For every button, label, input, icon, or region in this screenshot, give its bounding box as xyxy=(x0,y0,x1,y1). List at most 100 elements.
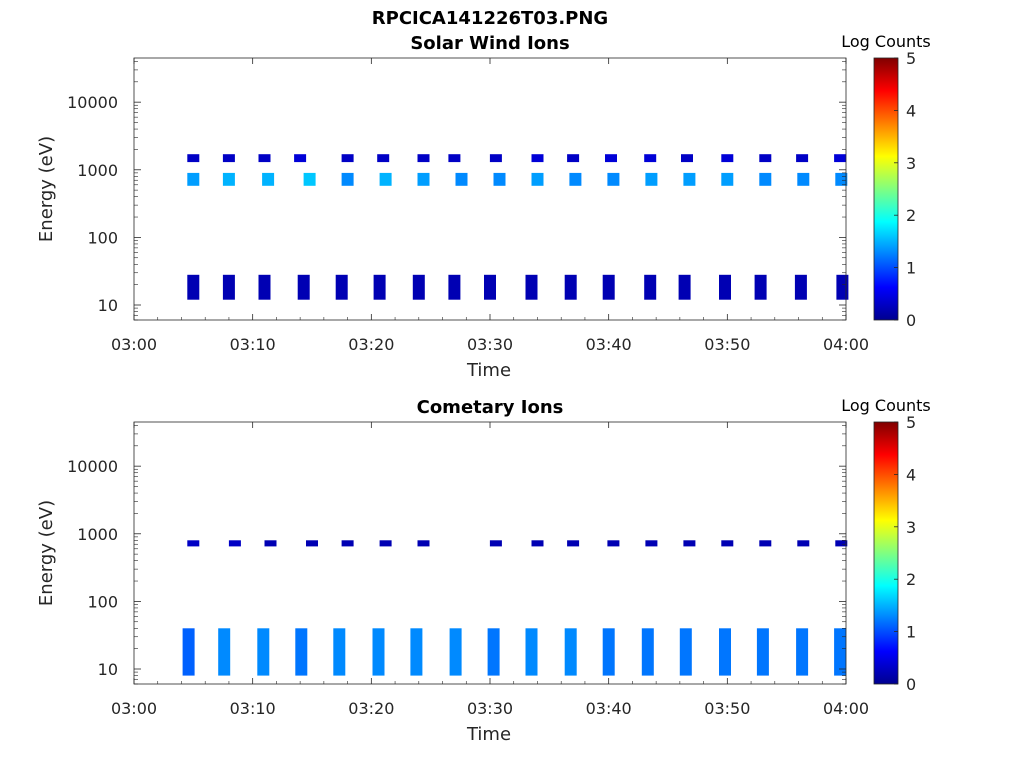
x-tick-label: 03:20 xyxy=(348,335,394,354)
heatmap-cell xyxy=(258,274,271,300)
heatmap-cells xyxy=(187,154,849,300)
heatmap-cell xyxy=(644,154,657,163)
heatmap-cell xyxy=(449,628,462,676)
heatmap-cell xyxy=(222,154,235,163)
y-tick-label: 100 xyxy=(87,592,118,611)
heatmap-cell xyxy=(264,540,277,547)
colorbar-scale xyxy=(873,421,899,685)
panel-title: Solar Wind Ions xyxy=(410,33,569,54)
heatmap-cell xyxy=(187,172,200,186)
heatmap-cell xyxy=(379,540,392,547)
heatmap-cell xyxy=(754,274,767,300)
colorbar-tick-label: 4 xyxy=(906,101,916,120)
heatmap-cell xyxy=(564,274,577,300)
heatmap-cell xyxy=(448,154,461,163)
heatmap-cell xyxy=(410,628,423,676)
y-tick-label: 1000 xyxy=(77,161,118,180)
heatmap-cell xyxy=(719,628,731,676)
x-tick-label: 03:10 xyxy=(230,335,276,354)
heatmap-cell xyxy=(834,154,847,163)
y-tick-label: 10000 xyxy=(67,93,118,112)
heatmap-cell xyxy=(531,172,544,186)
heatmap-cell xyxy=(607,540,620,547)
heatmap-cell xyxy=(681,154,693,163)
heatmap-cell xyxy=(258,154,271,163)
heatmap-cell xyxy=(341,540,354,547)
cometary-panel: Cometary Ions Log Counts 03:00 03:10 03:20… xyxy=(36,396,931,745)
colorbar-tick-label: 2 xyxy=(906,570,916,589)
heatmap-cell xyxy=(448,274,461,300)
heatmap-cell xyxy=(564,628,577,676)
heatmap-cell xyxy=(835,172,848,186)
heatmap-cell xyxy=(489,154,502,163)
y-tick-label: 100 xyxy=(87,228,118,247)
x-tick-label: 03:30 xyxy=(467,335,513,354)
heatmap-cell xyxy=(222,172,235,186)
colorbar: 0 1 2 3 4 5 xyxy=(873,49,916,330)
heatmap-cell xyxy=(567,540,580,547)
heatmap-cell xyxy=(187,274,200,300)
heatmap-cell xyxy=(569,172,582,186)
colorbar-tick-label: 1 xyxy=(906,623,916,642)
heatmap-cell xyxy=(303,172,316,186)
heatmap-cell xyxy=(759,154,772,163)
heatmap-cell xyxy=(372,628,385,676)
x-tick-label: 03:30 xyxy=(467,699,513,718)
heatmap-cell xyxy=(602,274,615,300)
heatmap-cell xyxy=(721,172,734,186)
heatmap-cell xyxy=(417,540,430,547)
heatmap-cell xyxy=(797,172,810,186)
heatmap-cell xyxy=(341,154,354,163)
heatmap-cell xyxy=(377,154,390,163)
heatmap-cell xyxy=(493,172,506,186)
x-tick-label: 03:00 xyxy=(111,335,157,354)
heatmap-cell xyxy=(759,172,772,186)
heatmap-cell xyxy=(602,628,615,676)
axes: 03:00 03:10 03:20 03:30 03:40 03:50 04:00 10 100… xyxy=(67,421,869,718)
heatmap-cell xyxy=(525,628,538,676)
heatmap-cell xyxy=(412,274,425,300)
heatmap-cell xyxy=(644,274,657,300)
heatmap-cell xyxy=(794,274,807,300)
heatmap-cell xyxy=(645,172,658,186)
colorbar-tick-label: 5 xyxy=(906,49,916,68)
heatmap-cells xyxy=(182,540,848,676)
colorbar-scale xyxy=(873,57,899,321)
heatmap-cell xyxy=(489,540,502,547)
y-tick-label: 10 xyxy=(98,660,118,679)
colorbar-tick-label: 3 xyxy=(906,518,916,537)
heatmap-cell xyxy=(417,154,430,163)
heatmap-cell xyxy=(484,274,496,300)
heatmap-cell xyxy=(679,628,692,676)
x-tick-label: 03:20 xyxy=(348,699,394,718)
x-tick-label: 03:40 xyxy=(586,335,632,354)
x-tick-label: 04:00 xyxy=(823,699,869,718)
colorbar-tick-label: 4 xyxy=(906,465,916,484)
heatmap-cell xyxy=(683,540,696,547)
heatmap-cell xyxy=(187,540,200,547)
heatmap-cell xyxy=(379,172,392,186)
heatmap-cell xyxy=(756,628,769,676)
heatmap-cell xyxy=(417,172,430,186)
heatmap-cell xyxy=(721,540,734,547)
heatmap-cell xyxy=(678,274,691,300)
y-axis-label: Energy (eV) xyxy=(36,500,57,606)
colorbar-tick-label: 1 xyxy=(906,259,916,278)
heatmap-cell xyxy=(294,154,307,163)
y-tick-label: 1000 xyxy=(77,525,118,544)
heatmap-cell xyxy=(796,628,809,676)
colorbar-tick-label: 2 xyxy=(906,206,916,225)
colorbar-tick-label: 0 xyxy=(906,311,916,330)
x-tick-label: 03:10 xyxy=(230,699,276,718)
heatmap-cell xyxy=(759,540,772,547)
heatmap-cell xyxy=(333,628,346,676)
colorbar: 0 1 2 3 4 5 xyxy=(873,413,916,694)
heatmap-cell xyxy=(373,274,386,300)
heatmap-cell xyxy=(567,154,580,163)
axes: 03:00 03:10 03:20 03:30 03:40 03:50 04:00 10 100… xyxy=(67,57,869,354)
heatmap-cell xyxy=(297,274,310,300)
figure-title: RPCICA141226T03.PNG xyxy=(372,8,608,29)
heatmap-cell xyxy=(341,172,354,186)
heatmap-cell xyxy=(607,172,620,186)
colorbar-label: Log Counts xyxy=(841,396,931,415)
